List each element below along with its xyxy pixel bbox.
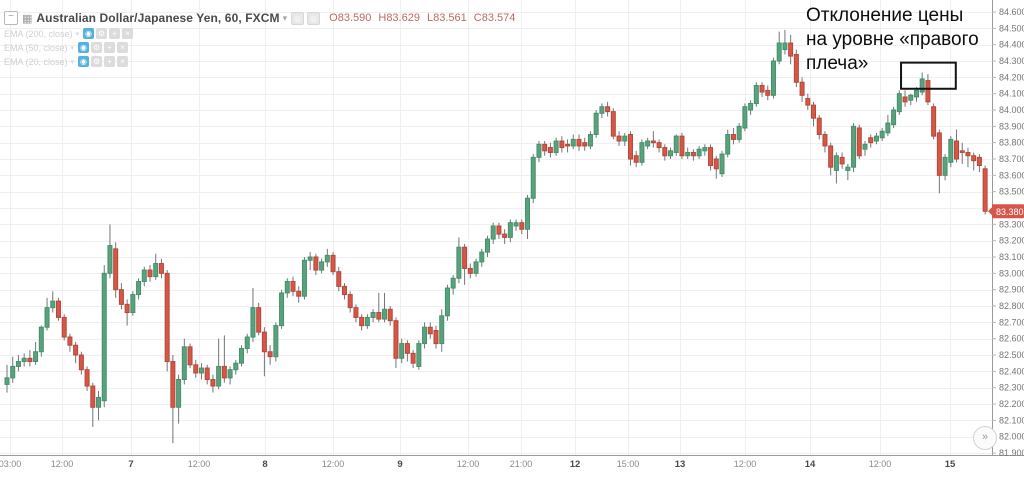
chart-legend: − ▦ Australian Dollar/Japanese Yen, 60, … [4, 10, 515, 68]
chart-style-icon[interactable]: ▦ [22, 12, 33, 25]
eye-icon[interactable]: ◉ [83, 28, 95, 39]
price-tick-label: 84.300 [999, 56, 1024, 66]
price-tick-label: 83.000 [999, 268, 1024, 278]
price-tick-label: 82.200 [999, 399, 1024, 409]
indicator-label[interactable]: EMA (20, close) [4, 56, 68, 67]
price-tick-label: 82.100 [999, 415, 1024, 425]
price-tick-label: 82.900 [999, 285, 1024, 295]
indicator-row-ema200: EMA (200, close) ▾ ◉ ⚙ + × [4, 27, 515, 40]
price-tick-label: 84.100 [999, 89, 1024, 99]
indicator-row-ema50: EMA (50, close) ▾ ◉ ⚙ + × [4, 41, 515, 54]
symbol-header: − ▦ Australian Dollar/Japanese Yen, 60, … [4, 10, 515, 26]
price-tick-label: 83.600 [999, 170, 1024, 180]
time-tick-label: 13 [675, 459, 686, 470]
price-tick-label: 83.500 [999, 187, 1024, 197]
plus-icon[interactable]: + [109, 28, 121, 39]
price-tick-label: 84.000 [999, 105, 1024, 115]
price-tick-label: 83.100 [999, 252, 1024, 262]
price-tick-label: 83.800 [999, 138, 1024, 148]
gear-icon[interactable]: ⚙ [96, 28, 108, 39]
time-tick-label: 12:00 [734, 459, 757, 469]
gear-icon[interactable]: ⚙ [91, 42, 103, 53]
price-tick-label: 82.500 [999, 350, 1024, 360]
time-tick-label: 12:00 [869, 459, 892, 469]
chevron-down-icon[interactable]: ▾ [70, 58, 75, 66]
plus-icon[interactable]: + [104, 56, 116, 67]
compare-icon[interactable]: ◎ [291, 11, 305, 25]
highlight-rectangle[interactable] [900, 61, 957, 90]
close-icon[interactable]: × [122, 28, 134, 39]
time-tick-label: 9 [397, 459, 402, 470]
price-tick-label: 83.200 [999, 236, 1024, 246]
plus-icon[interactable]: + [104, 42, 116, 53]
time-tick-label: 03:00 [0, 459, 21, 469]
price-tick-label: 83.300 [999, 219, 1024, 229]
price-tick-label: 84.400 [999, 40, 1024, 50]
price-tick-label: 82.600 [999, 334, 1024, 344]
chevron-down-icon[interactable]: ▾ [282, 12, 288, 23]
eye-icon[interactable]: ◉ [78, 56, 90, 67]
ohlc-readout: O83.590 H83.629 L83.561 C83.574 [329, 12, 516, 24]
time-tick-label: 15:00 [617, 459, 640, 469]
close-icon[interactable]: × [117, 56, 129, 67]
price-tick-label: 84.200 [999, 72, 1024, 82]
time-tick-label: 7 [128, 459, 133, 470]
last-price-tag [992, 204, 1024, 219]
price-tick-label: 82.000 [999, 432, 1024, 442]
price-tick-label: 82.300 [999, 383, 1024, 393]
eye-icon[interactable]: ◉ [78, 42, 90, 53]
time-tick-label: 12:00 [322, 459, 345, 469]
chevron-down-icon[interactable]: ▾ [70, 44, 75, 52]
time-tick-label: 8 [262, 459, 267, 470]
last-price-label: 83.380 [996, 207, 1024, 217]
time-tick-label: 12:00 [188, 459, 211, 469]
price-tick-label: 84.600 [999, 7, 1024, 17]
chevron-down-icon[interactable]: ▾ [75, 30, 80, 38]
indicator-row-ema20: EMA (20, close) ▾ ◉ ⚙ + × [4, 55, 515, 68]
time-tick-label: 12 [570, 459, 581, 470]
gear-icon[interactable]: ⚙ [91, 56, 103, 67]
snapshot-icon[interactable]: ◎ [307, 11, 321, 25]
indicator-label[interactable]: EMA (50, close) [4, 42, 68, 53]
price-tick-label: 84.500 [999, 23, 1024, 33]
price-tick-label: 83.900 [999, 121, 1024, 131]
price-tick-label: 82.800 [999, 301, 1024, 311]
price-tick-label: 83.700 [999, 154, 1024, 164]
close-icon[interactable]: × [117, 42, 129, 53]
time-tick-label: 21:00 [510, 459, 533, 469]
time-tick-label: 12:00 [457, 459, 480, 469]
time-tick-label: 15 [945, 459, 956, 470]
scroll-right-button[interactable]: » [973, 426, 997, 450]
price-tick-label: 82.400 [999, 366, 1024, 376]
price-tick-label: 82.700 [999, 317, 1024, 327]
price-tick-label: 81.900 [999, 448, 1024, 458]
symbol-title[interactable]: Australian Dollar/Japanese Yen, 60, FXCM [36, 11, 280, 25]
collapse-legend-icon[interactable]: − [4, 11, 18, 25]
time-tick-label: 14 [805, 459, 816, 470]
time-tick-label: 12:00 [51, 459, 74, 469]
indicator-label[interactable]: EMA (200, close) [4, 28, 73, 39]
